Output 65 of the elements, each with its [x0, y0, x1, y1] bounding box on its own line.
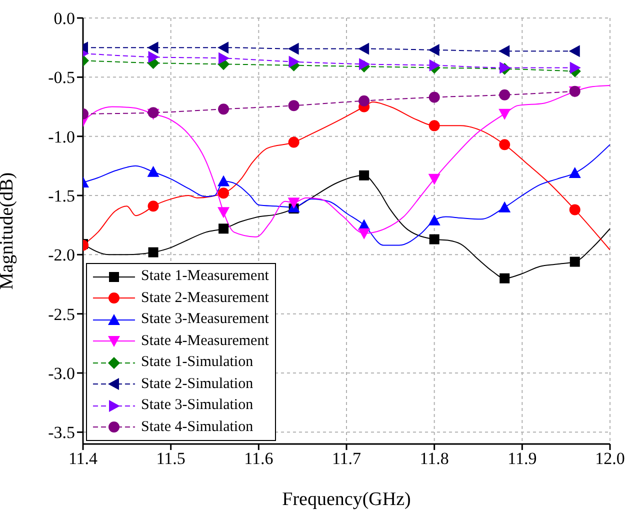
point: [148, 51, 160, 64]
legend-label: State 2-Simulation: [141, 374, 254, 394]
point: [428, 214, 440, 226]
x-tick-label: 11.9: [508, 449, 537, 468]
legend-label: State 1-Measurement: [141, 267, 269, 286]
x-tick-label: 11.7: [332, 449, 362, 468]
y-tick-label: -1.5: [48, 186, 75, 206]
x-tick-label: 11.8: [420, 449, 449, 468]
line-series: [83, 144, 610, 246]
y-tick-label: -2.0: [48, 246, 75, 265]
point: [569, 204, 580, 216]
point: [428, 92, 440, 103]
point: [148, 200, 159, 212]
legend-label: State 1-Simulation: [141, 353, 254, 372]
point: [218, 42, 229, 54]
point: [500, 273, 510, 284]
point: [218, 224, 229, 234]
point: [428, 120, 440, 132]
point: [358, 228, 370, 240]
point: [148, 247, 158, 258]
point: [568, 167, 581, 178]
point: [359, 170, 370, 180]
y-tick-label: -3.0: [48, 364, 75, 384]
legend-label: State 2-Measurement: [141, 288, 269, 308]
point: [288, 136, 300, 148]
point: [288, 56, 300, 68]
y-tick-label: 0.0: [54, 9, 75, 28]
point: [570, 62, 581, 74]
point: [428, 174, 440, 185]
legend-label: State 4-Measurement: [141, 332, 269, 350]
legend-label: State 3-Simulation: [141, 396, 254, 415]
point: [498, 108, 511, 120]
point: [498, 45, 510, 58]
point: [499, 89, 510, 100]
point: [288, 198, 300, 209]
point: [288, 42, 299, 55]
point: [288, 100, 300, 112]
point: [218, 188, 230, 199]
point: [218, 175, 230, 186]
x-axis-title: Frequency(GHz): [282, 489, 411, 510]
x-tick-label: 12.0: [595, 449, 625, 468]
point: [568, 45, 580, 58]
point: [570, 256, 580, 267]
point: [218, 52, 230, 64]
legend-label: State 4-Simulation: [141, 418, 254, 436]
x-tick-label: 11.5: [156, 449, 186, 468]
y-tick-label: -2.5: [48, 304, 75, 324]
point: [428, 44, 440, 56]
point: [429, 234, 440, 244]
point: [147, 42, 158, 54]
point: [358, 95, 370, 106]
point: [499, 139, 510, 150]
y-tick-label: -1.0: [48, 127, 75, 146]
y-tick-label: -3.5: [48, 423, 75, 442]
point: [218, 207, 230, 218]
x-tick-label: 11.6: [244, 449, 274, 468]
point: [429, 59, 440, 72]
point: [147, 166, 160, 177]
point: [218, 104, 230, 115]
y-tick-label: -0.5: [48, 68, 75, 88]
legend-label: State 3-Measurement: [141, 310, 269, 329]
point: [359, 58, 370, 70]
x-tick-label: 11.4: [68, 449, 98, 468]
point: [358, 42, 370, 55]
point: [498, 201, 511, 212]
